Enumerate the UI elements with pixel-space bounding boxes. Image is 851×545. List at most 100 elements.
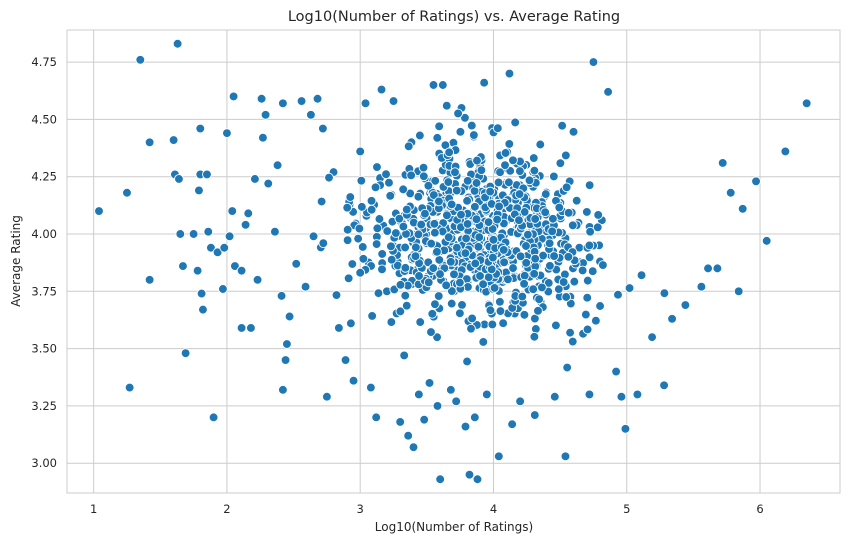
data-point bbox=[172, 38, 183, 49]
data-point bbox=[582, 324, 593, 335]
data-point bbox=[580, 309, 591, 320]
data-point bbox=[462, 175, 473, 186]
data-point bbox=[373, 288, 384, 298]
data-point bbox=[354, 223, 365, 234]
data-point bbox=[540, 207, 551, 218]
data-point bbox=[346, 318, 356, 329]
data-point bbox=[560, 451, 571, 462]
data-point bbox=[388, 96, 399, 106]
data-point bbox=[415, 317, 426, 327]
data-point bbox=[367, 311, 377, 321]
data-point bbox=[487, 319, 498, 330]
data-point bbox=[462, 356, 472, 367]
data-point bbox=[413, 191, 424, 202]
data-point bbox=[503, 274, 513, 285]
data-point bbox=[441, 100, 452, 111]
data-point bbox=[489, 283, 500, 293]
y-tick-label: 3.75 bbox=[31, 284, 57, 298]
data-point bbox=[413, 229, 424, 240]
data-point bbox=[356, 175, 367, 186]
data-point bbox=[411, 242, 421, 253]
data-point bbox=[399, 350, 410, 361]
data-point bbox=[471, 178, 482, 188]
data-point bbox=[563, 207, 574, 218]
data-point bbox=[584, 252, 595, 263]
data-point bbox=[545, 260, 555, 271]
data-point bbox=[613, 289, 623, 300]
data-point bbox=[230, 261, 240, 271]
data-point bbox=[471, 214, 482, 225]
data-point bbox=[424, 378, 435, 388]
data-point bbox=[565, 298, 576, 309]
data-point bbox=[334, 323, 344, 333]
data-point bbox=[428, 263, 439, 273]
data-point bbox=[256, 93, 267, 104]
data-point bbox=[174, 174, 184, 184]
data-point bbox=[284, 311, 295, 322]
data-point bbox=[584, 240, 595, 251]
data-point bbox=[737, 203, 748, 214]
data-point bbox=[445, 385, 456, 395]
data-point bbox=[276, 291, 287, 301]
data-points bbox=[94, 38, 812, 485]
data-point bbox=[420, 208, 430, 219]
data-point bbox=[222, 128, 232, 138]
data-point bbox=[312, 93, 323, 104]
data-point bbox=[400, 242, 410, 253]
data-point bbox=[504, 68, 515, 79]
data-point bbox=[450, 167, 460, 178]
x-tick-label: 3 bbox=[357, 502, 364, 516]
data-point bbox=[533, 305, 543, 316]
data-point bbox=[469, 412, 480, 423]
data-point bbox=[441, 280, 452, 291]
data-point bbox=[530, 253, 541, 264]
data-point bbox=[418, 171, 429, 182]
data-point bbox=[466, 120, 477, 131]
data-point bbox=[401, 300, 412, 311]
data-point bbox=[582, 292, 593, 303]
data-point bbox=[582, 207, 592, 217]
data-point bbox=[386, 254, 397, 265]
data-point bbox=[308, 231, 319, 242]
data-point bbox=[342, 224, 353, 235]
data-point bbox=[725, 187, 736, 198]
data-point bbox=[360, 98, 371, 109]
data-point bbox=[260, 109, 271, 120]
data-point bbox=[198, 304, 208, 315]
data-point bbox=[296, 96, 307, 106]
data-point bbox=[342, 202, 353, 213]
data-point bbox=[400, 263, 411, 273]
data-point bbox=[445, 256, 456, 267]
data-point bbox=[494, 201, 504, 212]
y-tick-label: 3.50 bbox=[31, 342, 57, 356]
data-point bbox=[202, 169, 212, 180]
data-point bbox=[416, 219, 427, 230]
data-point bbox=[419, 414, 430, 425]
data-point bbox=[443, 177, 454, 187]
data-point bbox=[395, 417, 406, 427]
data-point bbox=[395, 306, 406, 317]
data-point bbox=[478, 279, 488, 290]
y-tick-labels: 3.00 3.25 3.50 3.75 4.00 4.25 4.50 4.75 bbox=[31, 55, 57, 470]
data-point bbox=[377, 264, 387, 275]
data-point bbox=[624, 283, 635, 293]
data-point bbox=[192, 265, 203, 276]
data-point bbox=[400, 290, 411, 301]
data-point bbox=[227, 206, 238, 216]
data-point bbox=[384, 177, 394, 188]
data-point bbox=[493, 177, 504, 188]
data-point bbox=[401, 204, 412, 215]
data-point bbox=[446, 298, 457, 309]
data-point bbox=[300, 281, 311, 292]
data-point bbox=[406, 170, 416, 181]
data-point bbox=[356, 202, 367, 212]
data-point bbox=[403, 141, 414, 152]
data-point bbox=[391, 228, 401, 238]
data-point bbox=[318, 238, 329, 249]
data-point bbox=[467, 313, 477, 324]
data-point bbox=[498, 245, 509, 255]
data-point bbox=[168, 135, 179, 145]
y-tick-label: 4.25 bbox=[31, 170, 57, 184]
data-point bbox=[667, 313, 677, 324]
